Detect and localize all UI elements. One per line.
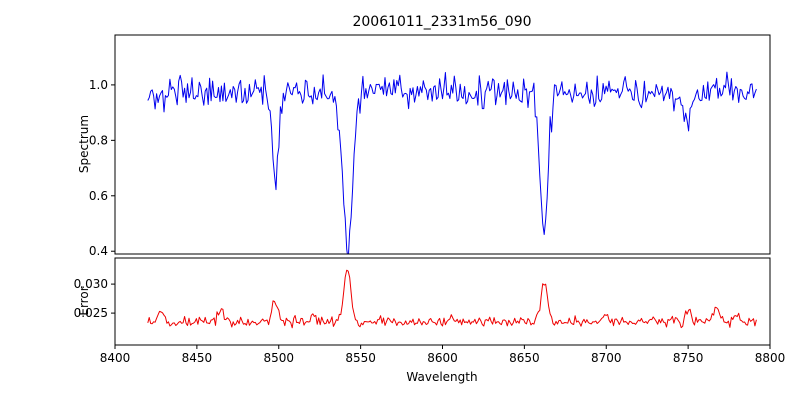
x-axis-label: Wavelength — [406, 370, 477, 384]
y-tick-label: 0.6 — [89, 189, 108, 203]
spectrum-axes-frame — [114, 34, 771, 255]
spectrum-y-ticks: 0.4 0.6 0.8 1.0 — [89, 78, 115, 258]
error-line — [147, 269, 757, 329]
y-tick-label: 0.8 — [89, 133, 108, 147]
x-tick-label: 8700 — [591, 351, 622, 365]
y-tick-label: 0.030 — [74, 277, 108, 291]
x-tick-label: 8800 — [755, 351, 786, 365]
y-tick-label: 0.4 — [89, 244, 108, 258]
x-tick-label: 8550 — [345, 351, 376, 365]
x-ticks: 8400 8450 8500 8550 8600 8650 8700 8750 8800 — [100, 345, 786, 365]
spectrum-line — [147, 71, 757, 254]
error-axes: 0.025 0.030 Error — [74, 257, 771, 346]
error-y-axis-label: Error — [77, 286, 91, 315]
y-tick-label: 1.0 — [89, 78, 108, 92]
x-tick-label: 8450 — [182, 351, 213, 365]
error-axes-frame — [114, 257, 771, 346]
x-tick-label: 8600 — [427, 351, 458, 365]
x-tick-label: 8750 — [673, 351, 704, 365]
y-tick-label: 0.025 — [74, 306, 108, 320]
chart-title: 20061011_2331m56_090 — [352, 14, 531, 30]
x-tick-label: 8400 — [100, 351, 131, 365]
x-tick-label: 8500 — [263, 351, 294, 365]
error-y-ticks: 0.025 0.030 — [74, 277, 115, 320]
x-tick-label: 8650 — [509, 351, 540, 365]
spectrum-axes: 0.4 0.6 0.8 1.0 Spectrum — [77, 34, 771, 258]
spectrum-y-axis-label: Spectrum — [77, 115, 91, 173]
